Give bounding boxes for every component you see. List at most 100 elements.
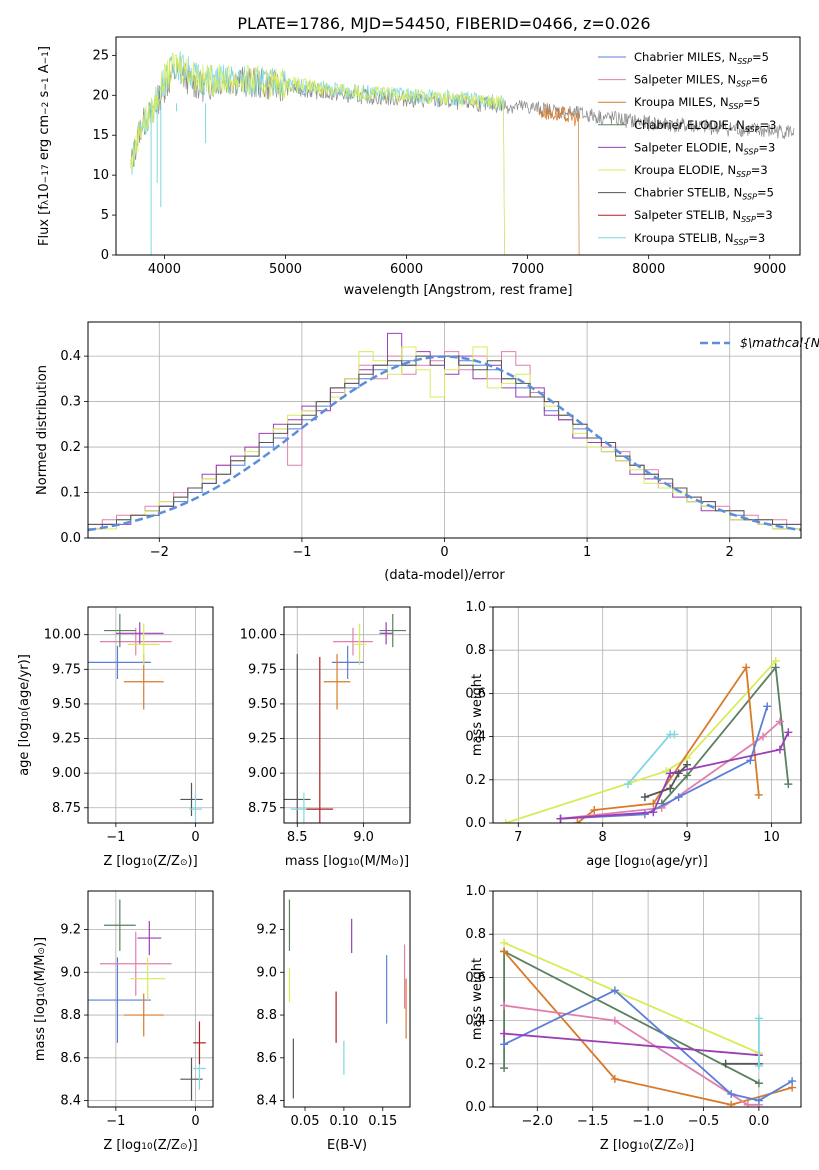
y-axis-label-massZ: mass [log10(M/M⊙)] [33,937,48,1061]
weight-marker [649,808,658,817]
tick-label-x: 6000 [390,262,423,277]
y-axis-label-massZ-part: 10 [37,986,47,998]
y-axis-label-spectrum-part: −17 [41,164,51,183]
x-axis-label-residuals: (data-model)/error [384,568,505,583]
axes-age-vs-mass: 8.5 9.0 8.75 9.00 9.25 9.50 9.75 10.00 [240,606,411,845]
axes-weight-vs-age: 7 8 9 10 0.0 0.2 0.4 0.6 0.8 1.0 [465,600,802,845]
tick-label-x: 0 [191,1114,199,1129]
legend-entry: Kroupa MILES, NSSP=5 [634,95,760,111]
y-axis-label-ageZ-part: age [log [17,723,32,776]
tick-label-y: 9.0 [256,965,277,980]
weight-marker [666,769,675,778]
tick-label-y: 8.6 [60,1051,81,1066]
tick-label-y: 9.0 [60,965,81,980]
axes-residuals: −2 −1 0 1 2 0.0 0.1 0.2 0.3 0.4 [60,321,802,560]
x-axis-label-ageZ-part: (Z/Z [153,854,180,869]
axes-frame-weight-vs-Z [492,890,802,1108]
x-axis-label-massebv: E(B-V) [327,1138,367,1153]
tick-label-y: 9.75 [52,662,81,677]
weight-line [505,660,777,823]
weight-marker [501,819,510,823]
weight-marker [500,1064,509,1073]
tick-label-x: −2.0 [522,1114,554,1129]
x-axis-label-weightZ-part: )] [684,1138,694,1153]
x-axis-label-agemass-part: )] [399,854,409,869]
weight-marker [649,799,658,808]
tick-label-y: 0.0 [465,816,486,831]
tick-label-y: 0.3 [60,395,81,410]
tick-label-x: 9000 [753,262,786,277]
weight-marker [784,780,793,789]
tick-label-x: 8.5 [287,830,308,845]
weight-marker [788,1077,797,1086]
legend-sub: SSP [729,102,744,111]
normal-curve [88,355,801,532]
legend-suffix: =3 [748,231,765,245]
legend-sub: SSP [742,193,757,202]
legend-suffix: =3 [758,140,775,154]
x-axis-label-massZ-part: ⊙ [180,1142,188,1152]
y-axis-label-spectrum-part: −1 [41,51,51,64]
x-axis-label-weightZ-part: (Z/Z [649,1138,676,1153]
tick-label-y: 8.4 [60,1094,81,1109]
weight-marker [610,1074,619,1083]
axes-mass-vs-Z: −1 0 8.4 8.6 8.8 9.0 9.2 [60,890,214,1129]
tick-label-y: 15 [92,128,109,143]
plot-area-spectrum [130,51,795,255]
y-axis-label-spectrum-part: −1 [41,77,51,90]
weight-line [661,665,790,805]
y-axis-label-weightage: mass weight [470,674,485,756]
weight-marker [640,810,649,819]
x-axis-label-ageZ-part: ⊙ [180,858,188,868]
axes-layer: 4000 5000 6000 7000 8000 90000510152025wavele… [17,36,819,1153]
x-axis-label-ageZ: Z [log10(Z/Z⊙)] [103,854,197,869]
x-axis-label-ageZ-part: )] [188,854,198,869]
y-axis-label-massZ-part: ⊙ [37,947,47,955]
tick-label-y: 8.75 [248,801,277,816]
tick-label-x: −1.0 [632,1114,664,1129]
tick-label-y: 9.25 [52,732,81,747]
x-axis-label-weightZ-part: Z [log [600,1138,638,1153]
figure-title: PLATE=1786, MJD=54450, FIBERID=0466, z=0… [237,14,650,33]
y-axis-label-spectrum-part: s [37,90,52,101]
x-axis-label-agemass: mass [log10(M/M⊙)] [285,854,409,869]
tick-label-x: 1 [583,545,591,560]
weight-marker [661,767,670,776]
weight-marker [754,1061,763,1070]
weight-marker [500,1040,509,1049]
legend-entry: Chabrier MILES, NSSP=5 [634,50,769,66]
x-axis-label-spectrum: wavelength [Angstrom, rest frame] [344,283,573,298]
axes-frame-mass-vs-Z [87,890,214,1108]
tick-label-y: 9.2 [60,922,81,937]
weight-marker [754,1014,763,1023]
tick-label-y: 0.6 [465,686,486,701]
legend-suffix: =6 [751,73,768,87]
tick-label-y: 0.4 [465,730,486,745]
legend-suffix: =3 [751,163,768,177]
legend-entry: Salpeter STELIB, NSSP=3 [634,208,773,224]
legend-entry: Kroupa STELIB, NSSP=3 [634,231,765,247]
legend-label: Chabrier MILES, N [634,50,737,64]
x-axis-label-agemass-part: mass [log [285,854,348,869]
x-axis-label-ageZ-part: 10 [141,858,153,868]
tick-label-y: 8.75 [52,801,81,816]
tick-label-y: 0.0 [465,1100,486,1115]
weight-line [503,941,760,1054]
legend-sub: SSP [737,57,752,66]
y-axis-label-spectrum-part: erg cm [37,115,52,164]
tick-label-y: 9.50 [248,697,277,712]
tick-label-x: 0 [440,545,448,560]
axes-age-vs-Z: −1 0 8.75 9.00 9.25 9.50 9.75 10.00 [44,606,214,845]
tick-label-x: 0.10 [329,1114,358,1129]
weight-marker [674,769,683,778]
axes-frame-age-vs-mass [283,606,411,824]
plot-area-mass-vs-ebv [288,899,407,1099]
weight-marker [721,1059,730,1068]
weight-line [503,950,793,1106]
plot-area-weight-vs-Z [500,938,797,1107]
y-axis-label-spectrum-part: 10 [37,183,52,200]
x-axis-label-massZ: Z [log10(Z/Z⊙)] [103,1138,197,1153]
weight-line [503,1004,759,1106]
tick-label-y: 25 [92,48,109,63]
